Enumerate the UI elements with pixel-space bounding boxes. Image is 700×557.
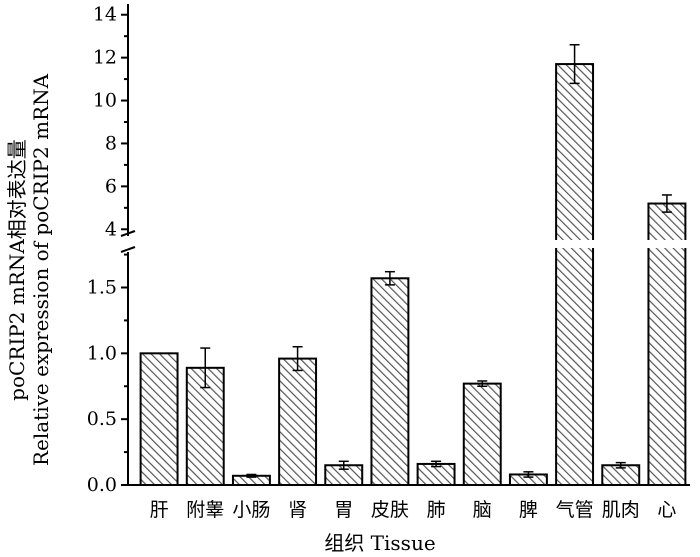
category-label-6: 肺: [427, 499, 446, 521]
category-label-8: 脾: [519, 499, 538, 521]
bar-7: [462, 382, 502, 486]
bar-5: [370, 277, 410, 486]
error-bars-group: [129, 44, 691, 478]
category-label-10: 肌肉: [602, 499, 640, 521]
category-label-0: 肝: [150, 499, 169, 521]
category-label-2: 小肠: [232, 499, 270, 521]
labels-group: 肝附睾 小肠肾 胃皮肤肺 脑 脾气管 肌肉 心 0.0 0.5 1.0 1.5 4 6 8 10 12 14: [87, 4, 677, 521]
y-tick-label-lower-0: 0.0: [87, 474, 117, 496]
y-tick-label-lower-3: 1.5: [87, 277, 117, 299]
category-label-5: 皮肤: [371, 499, 409, 521]
y-tick-label-upper-0: 4: [105, 218, 117, 240]
y-tick-label-upper-3: 10: [93, 90, 117, 112]
axis-break-band: [129, 240, 691, 248]
y-tick-label-upper-5: 14: [93, 4, 117, 26]
y-tick-label-upper-2: 8: [105, 132, 117, 154]
axes-group: [120, 4, 690, 486]
bar-0: [139, 352, 179, 487]
bars-group: [139, 63, 687, 487]
bar-11: [647, 202, 687, 486]
y-tick-label-upper-1: 6: [105, 175, 117, 197]
axis-break-mark-upper: [120, 230, 136, 237]
axis-break-mark-lower: [120, 246, 136, 253]
y-axis-title-chinese: poCRIP2 mRNA相对表达量: [5, 139, 29, 401]
bar-9: [555, 63, 595, 486]
bar-3: [278, 357, 318, 487]
category-label-1: 附睾: [186, 499, 224, 521]
y-tick-label-lower-1: 0.5: [87, 408, 117, 430]
category-label-9: 气管: [556, 499, 594, 521]
category-label-7: 脑: [473, 499, 492, 521]
category-label-4: 胃: [334, 499, 353, 521]
category-label-3: 肾: [288, 499, 307, 521]
x-axis-title: 组织 Tissue: [324, 531, 435, 555]
y-tick-label-upper-4: 12: [93, 47, 117, 69]
category-label-11: 心: [657, 499, 676, 521]
y-axis-title-english: Relative expression of poCRIP2 mRNA: [29, 73, 53, 466]
y-tick-label-lower-2: 1.0: [87, 342, 117, 364]
